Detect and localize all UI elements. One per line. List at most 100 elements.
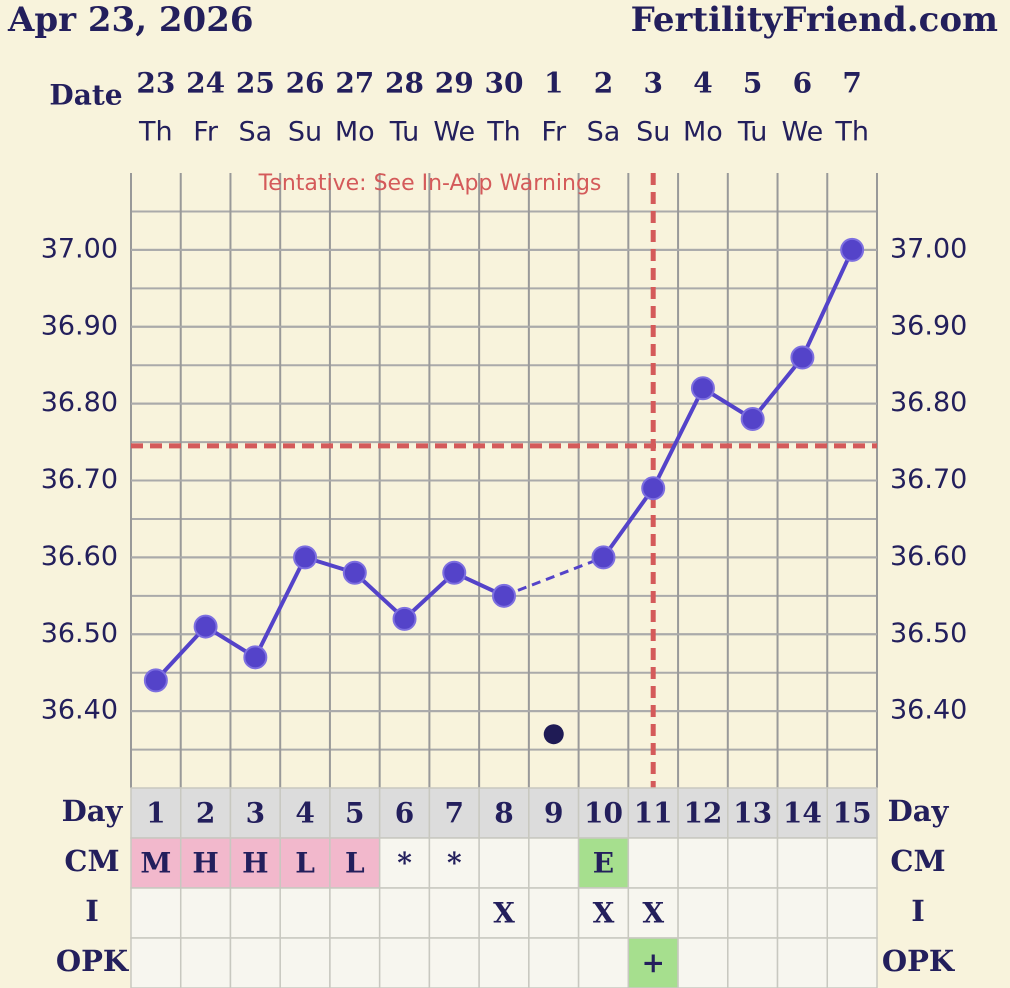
cell-text: H [242, 847, 268, 880]
cell-text: 11 [634, 797, 673, 830]
weekday-label: Mo [683, 117, 723, 148]
table-cell [428, 837, 480, 889]
weekday-label: Fr [541, 117, 567, 148]
table-cell [130, 937, 182, 988]
temperature-point [392, 606, 417, 631]
date-label: 27 [335, 67, 374, 100]
table-cell [528, 937, 580, 988]
table-cell [577, 937, 630, 988]
row-label-right: Day [888, 794, 950, 828]
date-label: 2 [594, 67, 613, 100]
discarded-point [543, 724, 564, 745]
cell-text: M [140, 847, 171, 880]
table-cell [776, 887, 829, 939]
date-label: 25 [236, 67, 275, 100]
table-cell [279, 937, 331, 988]
table-cell [130, 787, 182, 839]
cell-text: 7 [445, 797, 464, 830]
temperature-point [243, 645, 268, 670]
table-cell [727, 837, 779, 889]
temperature-point [442, 560, 467, 585]
weekday-label: Th [834, 117, 869, 148]
temperature-point [790, 345, 815, 370]
cell-text: X [593, 897, 615, 930]
date-label: 26 [286, 67, 325, 100]
weekday-label: Sa [587, 117, 621, 148]
cell-text: 12 [683, 797, 722, 830]
cell-text: X [493, 897, 515, 930]
table-cell [776, 837, 829, 889]
weekday-label: Tu [737, 117, 768, 148]
site-name: FertilityFriend.com [631, 0, 998, 40]
cell-text: 10 [584, 797, 623, 830]
table-cell [279, 787, 331, 839]
temperature-point [591, 545, 616, 570]
y-tick-label: 36.50 [41, 618, 118, 649]
date-label: 29 [435, 67, 474, 100]
table-cell [478, 887, 530, 939]
table-cell [279, 837, 331, 889]
table-cell [677, 837, 729, 889]
temperature-point [143, 668, 168, 693]
date-label: 5 [743, 67, 762, 100]
row-label: CM [64, 844, 119, 878]
y-tick-label-right: 36.40 [890, 695, 967, 726]
table-cell [776, 787, 829, 839]
temperature-point [740, 407, 765, 431]
y-tick-label: 36.40 [41, 695, 118, 726]
annotation: Tentative: See In-App Warnings [258, 171, 602, 196]
table-cell [776, 937, 829, 988]
table-cell [478, 937, 530, 988]
cell-text: X [642, 897, 664, 930]
temperature-point [690, 376, 715, 401]
cell-text: 15 [833, 797, 872, 830]
cell-text: L [345, 847, 365, 880]
temperature-point [840, 237, 865, 262]
table-cell [528, 837, 580, 889]
date-label: 30 [485, 67, 524, 100]
date-label: 4 [693, 67, 712, 100]
table-cell [577, 837, 630, 889]
y-tick-label-right: 36.80 [890, 387, 967, 418]
cell-text: L [295, 847, 315, 880]
row-label: I [85, 894, 99, 928]
cell-text: 13 [733, 797, 772, 830]
table-cell [826, 887, 878, 939]
weekday-label: Su [288, 117, 322, 148]
table-cell [229, 787, 281, 839]
row-label-right: I [911, 894, 925, 928]
y-tick-label-right: 36.70 [890, 464, 967, 495]
temperature-point [492, 583, 516, 608]
table-cell [528, 787, 580, 839]
temperature-line [601, 249, 854, 559]
temperature-point [293, 545, 318, 570]
cell-text: * [447, 847, 462, 880]
chart-date: Apr 23, 2026 [7, 0, 254, 40]
weekday-label: Tu [389, 117, 420, 148]
cell-text: 3 [246, 797, 265, 830]
x-label: Date [49, 79, 122, 112]
cell-text: 8 [494, 797, 513, 830]
table-cell [428, 887, 480, 939]
table-cell [378, 837, 431, 889]
table-cell [179, 887, 232, 939]
table-cell [229, 937, 281, 988]
temperature-point [342, 560, 367, 585]
weekday-label: Mo [335, 117, 375, 148]
table-cell [428, 937, 480, 988]
cell-text: 14 [783, 797, 822, 830]
date-label: 1 [544, 67, 563, 100]
table-cell [378, 887, 431, 939]
cell-text: 1 [146, 797, 165, 830]
weekday-label: Sa [238, 117, 272, 148]
date-label: 28 [385, 67, 424, 100]
weekday-label: Fr [193, 117, 219, 148]
table-cell [826, 787, 878, 839]
table-cell [229, 837, 281, 889]
weekday-label: Su [636, 117, 670, 148]
table-cell [727, 937, 779, 988]
temperature-point [193, 614, 218, 639]
row-label: Day [62, 794, 124, 828]
table-cell [627, 837, 679, 889]
